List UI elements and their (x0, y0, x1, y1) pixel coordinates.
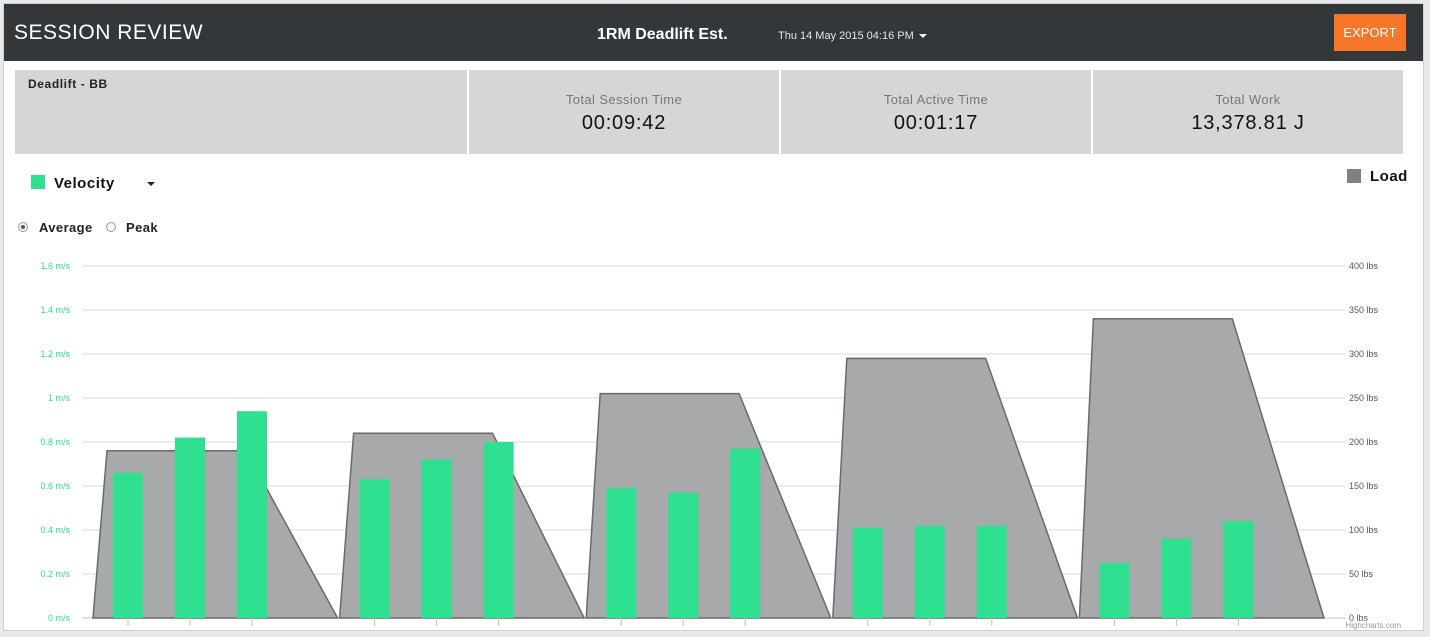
velocity-tick-label: 0.4 m/s (40, 525, 70, 535)
session-subtitle: 1RM Deadlift Est. (597, 26, 728, 43)
velocity-bar[interactable] (606, 488, 637, 618)
date-dropdown[interactable]: Thu 14 May 2015 04:16 PM (778, 30, 927, 42)
velocity-bar[interactable] (1099, 563, 1130, 618)
velocity-bar[interactable] (483, 442, 514, 618)
exercise-panel: Deadlift - BB (15, 70, 467, 154)
load-tick-label: 50 lbs (1349, 569, 1374, 579)
velocity-bar[interactable] (668, 492, 699, 618)
stat-label: Total Active Time (883, 92, 989, 107)
velocity-bar[interactable] (175, 437, 205, 618)
velocity-tick-label: 0.6 m/s (40, 481, 70, 491)
velocity-bar[interactable] (730, 448, 761, 618)
load-tick-label: 300 lbs (1349, 349, 1379, 359)
velocity-tick-label: 1.4 m/s (40, 305, 70, 315)
velocity-bar-series (113, 411, 1254, 618)
velocity-tick-label: 1 m/s (48, 393, 71, 403)
velocity-legend-label: Velocity (54, 175, 115, 192)
velocity-tick-label: 0 m/s (48, 613, 71, 623)
load-tick-label: 250 lbs (1349, 393, 1379, 403)
stat-value: 00:09:42 (581, 112, 667, 134)
load-tick-label: 100 lbs (1349, 525, 1379, 535)
header-bar: SESSION REVIEW 1RM Deadlift Est. Thu 14 … (4, 4, 1423, 61)
stat-value: 13,378.81 J (1191, 112, 1305, 134)
peak-radio-label[interactable]: Peak (126, 220, 158, 235)
average-radio[interactable] (18, 222, 28, 232)
stat-total-session-time: Total Session Time 00:09:42 (469, 70, 779, 154)
load-area-series (92, 318, 1326, 619)
velocity-legend-swatch (31, 175, 45, 189)
velocity-bar[interactable] (1161, 538, 1192, 618)
chevron-down-icon (147, 182, 155, 186)
stat-total-active-time: Total Active Time 00:01:17 (781, 70, 1091, 154)
load-legend-swatch (1347, 169, 1361, 183)
velocity-bar[interactable] (421, 459, 452, 618)
average-radio-label[interactable]: Average (39, 220, 93, 235)
load-tick-label: 0 lbs (1349, 613, 1369, 623)
velocity-tick-label: 1.2 m/s (40, 349, 70, 359)
velocity-tick-label: 1.6 m/s (40, 261, 70, 271)
velocity-bar[interactable] (359, 479, 390, 618)
velocity-bar[interactable] (976, 525, 1007, 618)
stat-label: Total Session Time (565, 92, 683, 107)
load-tick-label: 350 lbs (1349, 305, 1379, 315)
peak-radio[interactable] (106, 222, 116, 232)
velocity-tick-label: 0.2 m/s (40, 569, 70, 579)
stat-label: Total Work (1215, 92, 1281, 107)
velocity-bar[interactable] (237, 411, 267, 618)
date-dropdown-label: Thu 14 May 2015 04:16 PM (778, 30, 914, 42)
chevron-down-icon (918, 34, 927, 39)
export-button[interactable]: EXPORT (1334, 14, 1406, 51)
load-tick-label: 150 lbs (1349, 481, 1379, 491)
velocity-tick-label: 0.8 m/s (40, 437, 70, 447)
load-tick-label: 400 lbs (1349, 261, 1379, 271)
exercise-name: Deadlift - BB (28, 77, 108, 91)
stat-value: 00:01:17 (893, 112, 979, 134)
page-title: SESSION REVIEW (14, 21, 204, 44)
velocity-bar[interactable] (852, 527, 883, 618)
velocity-bar[interactable] (914, 525, 945, 618)
session-review-window: SESSION REVIEW 1RM Deadlift Est. Thu 14 … (3, 3, 1424, 631)
stat-total-work: Total Work 13,378.81 J (1093, 70, 1403, 154)
chart-credit: Highcharts.com (1345, 621, 1401, 630)
velocity-bar[interactable] (113, 472, 143, 618)
load-tick-label: 200 lbs (1349, 437, 1379, 447)
load-legend-label: Load (1370, 168, 1408, 185)
velocity-bar[interactable] (1223, 521, 1254, 618)
chart-axes: 0 m/s 0.2 m/s 0.4 m/s 0.6 m/s 0.8 m/s 1 m/s 1.… (40, 261, 1379, 626)
velocity-load-chart: 0 m/s 0.2 m/s 0.4 m/s 0.6 m/s 0.8 m/s 1 m/s 1.… (40, 261, 1401, 630)
